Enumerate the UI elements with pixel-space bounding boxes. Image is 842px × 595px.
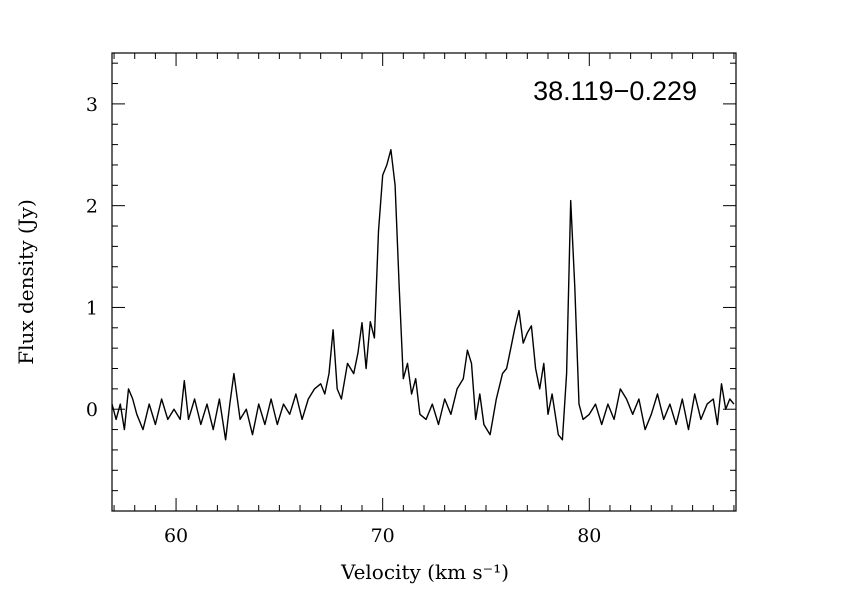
- major-ticks: [112, 53, 736, 511]
- x-tick-labels: 60 70 80: [164, 525, 601, 547]
- x-tick-label: 80: [577, 525, 601, 547]
- y-axis-label: Flux density (Jy): [14, 199, 38, 365]
- source-label: 38.119−0.229: [533, 76, 697, 106]
- y-tick-label: 3: [86, 94, 98, 116]
- x-tick-label: 70: [371, 525, 395, 547]
- y-tick-labels: 0 1 2 3: [86, 94, 98, 421]
- y-tick-label: 1: [86, 297, 98, 319]
- y-tick-label: 2: [86, 196, 98, 218]
- minor-ticks: [112, 53, 736, 512]
- x-axis-label: Velocity (km s⁻¹): [340, 560, 509, 584]
- y-tick-label: 0: [86, 399, 98, 421]
- spectrum-line: [111, 149, 735, 441]
- plot-frame: [111, 52, 737, 512]
- x-tick-label: 60: [164, 525, 188, 547]
